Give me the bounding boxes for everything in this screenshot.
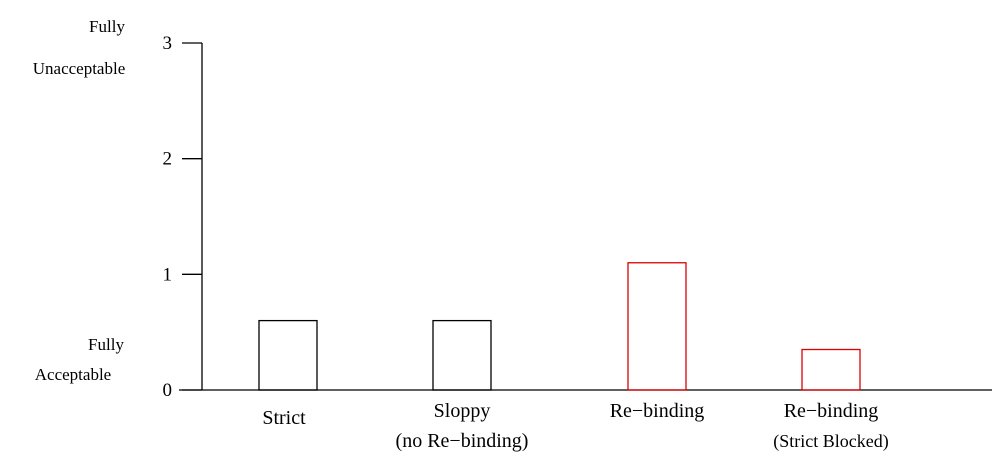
category-label: Re−binding — [784, 400, 879, 422]
bottom-end-label: Fully Acceptable — [35, 335, 125, 384]
y-tick-label: 3 — [163, 33, 173, 54]
bar — [801, 348, 861, 391]
top-end-label: Fully Unacceptable — [33, 17, 126, 78]
category-labels: Strict Sloppy (no Re−binding) Re−binding Re−… — [262, 400, 888, 452]
category-label: Strict — [262, 407, 306, 429]
bottom-end-label-line-1: Fully — [88, 335, 124, 354]
y-tick-label: 2 — [163, 149, 173, 170]
axes — [179, 43, 992, 391]
y-tick-label: 1 — [163, 264, 173, 285]
category-label: Sloppy — [434, 400, 491, 422]
bar — [258, 319, 318, 391]
category-label: (no Re−binding) — [396, 430, 529, 452]
y-tick-label: 0 — [163, 380, 173, 401]
y-ticks: 0 1 2 3 — [163, 33, 202, 401]
bars — [258, 262, 861, 391]
bottom-end-label-line-2: Acceptable — [35, 365, 111, 384]
bar — [627, 262, 687, 391]
top-end-label-line-2: Unacceptable — [33, 59, 126, 78]
category-label: (Strict Blocked) — [773, 431, 888, 452]
top-end-label-line-1: Fully — [89, 17, 125, 36]
category-label: Re−binding — [610, 400, 705, 422]
bar — [432, 319, 492, 391]
